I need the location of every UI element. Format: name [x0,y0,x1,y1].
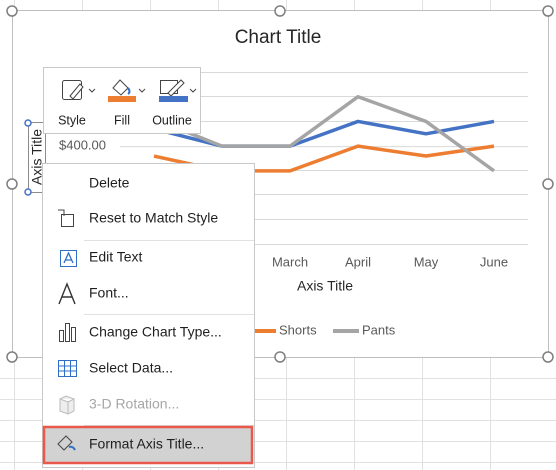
series-line [153,94,496,173]
font-icon [58,282,76,305]
outline-icon[interactable] [159,79,197,102]
y-tick-label: $400.00 [59,138,106,153]
rotation-icon [59,395,75,415]
style-icon[interactable] [62,80,96,100]
chart-title[interactable]: Chart Title [235,27,322,48]
menu-frame [42,163,255,468]
chart-type-icon [59,323,76,342]
y-axis-title[interactable]: Axis Title [29,129,45,185]
menu-item[interactable]: Reset to Match Style [89,210,218,226]
x-tick-label: April [345,254,371,269]
legend-label: Pants [362,322,396,337]
x-axis-title[interactable]: Axis Title [297,278,353,294]
menu-item[interactable]: Change Chart Type... [89,324,222,340]
y-title-selection [28,122,46,193]
format-icon [57,435,76,451]
toolbar-label[interactable]: Style [58,113,86,127]
toolbar-label[interactable]: Outline [152,113,192,127]
menu-item[interactable]: Select Data... [89,360,173,376]
fill-icon[interactable] [108,79,146,102]
menu-item[interactable]: Format Axis Title... [89,436,204,452]
x-tick-label: March [272,254,308,269]
mini-toolbar: Style Fill Outline [43,67,201,134]
x-tick-label: June [480,254,508,269]
edit-text-icon [60,250,77,267]
legend-label: Shorts [279,322,317,337]
select-data-icon [58,360,77,377]
menu-item[interactable]: Delete [89,175,130,191]
highlight [42,425,254,465]
x-tick-label: May [414,254,439,269]
context-menu: Delete Reset to Match Style Edit Text Font.… [42,163,255,468]
reset-icon [58,209,74,227]
toolbar-label[interactable]: Fill [114,113,130,127]
menu-item[interactable]: Edit Text [89,249,143,265]
menu-item: 3-D Rotation... [89,396,179,412]
menu-item[interactable]: Font... [89,285,129,301]
selection-handles [6,5,554,363]
